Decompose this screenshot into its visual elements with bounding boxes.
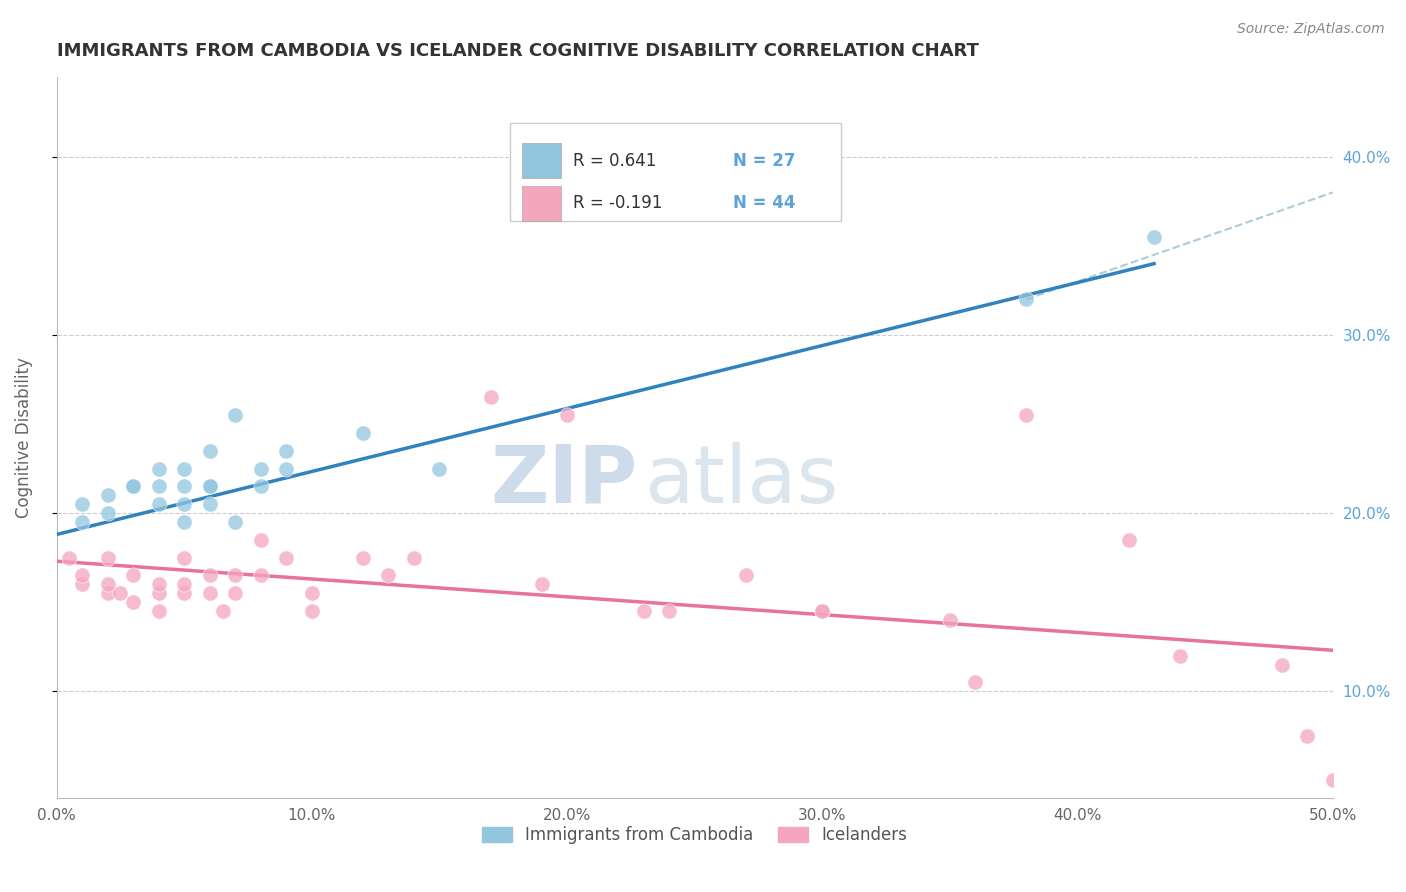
- Point: [148, 586, 170, 600]
- Point: [173, 461, 195, 475]
- Text: N = 27: N = 27: [733, 152, 796, 169]
- FancyBboxPatch shape: [509, 123, 841, 221]
- Point: [173, 577, 195, 591]
- Point: [301, 586, 323, 600]
- Point: [198, 479, 221, 493]
- Point: [148, 577, 170, 591]
- Point: [658, 604, 681, 618]
- Point: [148, 461, 170, 475]
- Point: [70, 515, 93, 529]
- Point: [224, 568, 246, 582]
- Point: [97, 586, 120, 600]
- Point: [122, 479, 145, 493]
- Point: [965, 675, 987, 690]
- Legend: Immigrants from Cambodia, Icelanders: Immigrants from Cambodia, Icelanders: [482, 826, 908, 844]
- Point: [811, 604, 834, 618]
- Point: [1143, 230, 1166, 244]
- Point: [70, 568, 93, 582]
- Point: [249, 568, 271, 582]
- Point: [352, 425, 374, 440]
- Point: [148, 604, 170, 618]
- Point: [198, 497, 221, 511]
- Point: [122, 568, 145, 582]
- Point: [939, 613, 962, 627]
- Point: [1271, 657, 1294, 672]
- Point: [70, 577, 93, 591]
- Point: [173, 497, 195, 511]
- Bar: [523, 186, 561, 220]
- Point: [1118, 533, 1140, 547]
- Point: [1296, 729, 1319, 743]
- Point: [1015, 293, 1038, 307]
- Point: [224, 586, 246, 600]
- Text: Source: ZipAtlas.com: Source: ZipAtlas.com: [1237, 22, 1385, 37]
- Text: ZIP: ZIP: [491, 442, 637, 520]
- Point: [110, 586, 132, 600]
- Point: [70, 497, 93, 511]
- Point: [224, 515, 246, 529]
- Point: [198, 568, 221, 582]
- Point: [530, 577, 553, 591]
- Point: [249, 479, 271, 493]
- Point: [97, 577, 120, 591]
- Point: [276, 443, 298, 458]
- Point: [276, 550, 298, 565]
- Point: [173, 550, 195, 565]
- Point: [1322, 773, 1344, 788]
- Point: [402, 550, 425, 565]
- Point: [122, 595, 145, 609]
- Text: atlas: atlas: [644, 442, 838, 520]
- Text: N = 44: N = 44: [733, 194, 796, 212]
- Point: [173, 586, 195, 600]
- Point: [198, 586, 221, 600]
- Point: [58, 550, 80, 565]
- Point: [148, 479, 170, 493]
- Point: [97, 550, 120, 565]
- Point: [198, 443, 221, 458]
- Point: [301, 604, 323, 618]
- Point: [429, 461, 451, 475]
- Point: [211, 604, 233, 618]
- Point: [352, 550, 374, 565]
- Point: [811, 604, 834, 618]
- Point: [97, 506, 120, 520]
- Point: [249, 461, 271, 475]
- Y-axis label: Cognitive Disability: Cognitive Disability: [15, 357, 32, 517]
- Point: [173, 479, 195, 493]
- Text: R = -0.191: R = -0.191: [574, 194, 662, 212]
- Point: [122, 479, 145, 493]
- Point: [249, 533, 271, 547]
- Point: [479, 390, 502, 404]
- Point: [555, 408, 578, 422]
- Point: [97, 488, 120, 502]
- Bar: [523, 144, 561, 178]
- Point: [633, 604, 655, 618]
- Point: [173, 515, 195, 529]
- Text: R = 0.641: R = 0.641: [574, 152, 657, 169]
- Point: [148, 497, 170, 511]
- Point: [224, 408, 246, 422]
- Point: [1015, 408, 1038, 422]
- Point: [198, 479, 221, 493]
- Point: [1168, 648, 1191, 663]
- Point: [377, 568, 399, 582]
- Text: IMMIGRANTS FROM CAMBODIA VS ICELANDER COGNITIVE DISABILITY CORRELATION CHART: IMMIGRANTS FROM CAMBODIA VS ICELANDER CO…: [56, 42, 979, 60]
- Point: [734, 568, 756, 582]
- Point: [276, 461, 298, 475]
